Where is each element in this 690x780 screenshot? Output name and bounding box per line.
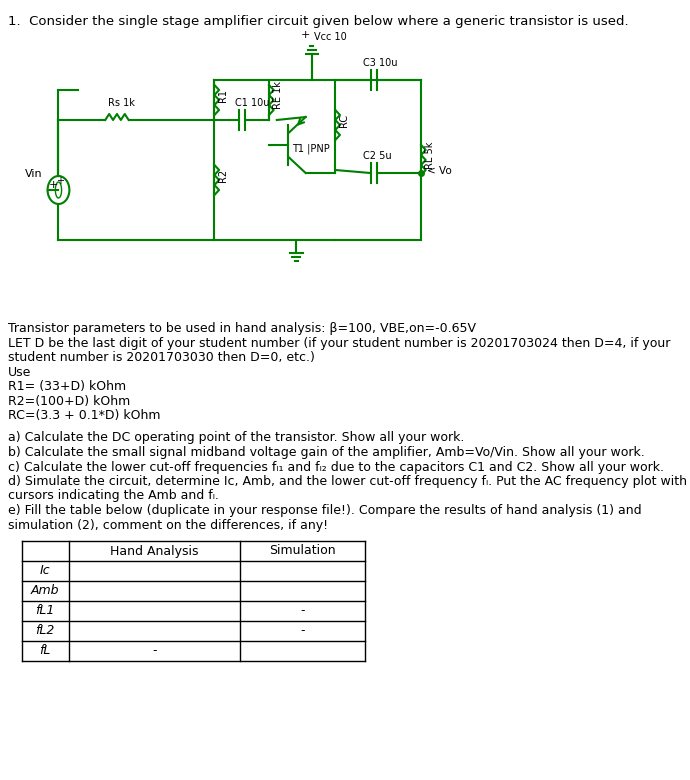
- Text: 1.  Consider the single stage amplifier circuit given below where a generic tran: 1. Consider the single stage amplifier c…: [8, 15, 629, 28]
- Text: R2: R2: [218, 168, 228, 182]
- Text: fL1: fL1: [36, 604, 55, 618]
- Text: Vin: Vin: [26, 169, 43, 179]
- Text: +: +: [301, 30, 310, 40]
- Text: R1= (33+D) kOhm: R1= (33+D) kOhm: [8, 380, 126, 393]
- Text: +: +: [56, 176, 64, 186]
- Text: Vcc 10: Vcc 10: [314, 32, 347, 42]
- Text: R2=(100+D) kOhm: R2=(100+D) kOhm: [8, 395, 130, 407]
- Text: d) Simulate the circuit, determine Ic, Amb, and the lower cut-off frequency fₗ. : d) Simulate the circuit, determine Ic, A…: [8, 475, 687, 488]
- Text: Amb: Amb: [31, 584, 59, 597]
- Text: Rs 1k: Rs 1k: [108, 98, 135, 108]
- Text: LET D be the last digit of your student number (if your student number is 202017: LET D be the last digit of your student …: [8, 336, 670, 349]
- Text: cursors indicating the Amb and fₗ.: cursors indicating the Amb and fₗ.: [8, 490, 219, 502]
- Text: -: -: [152, 644, 157, 658]
- Text: RC: RC: [339, 113, 349, 126]
- Text: e) Fill the table below (duplicate in your response file!). Compare the results : e) Fill the table below (duplicate in yo…: [8, 504, 642, 517]
- Text: a) Calculate the DC operating point of the transistor. Show all your work.: a) Calculate the DC operating point of t…: [8, 431, 464, 445]
- Text: -: -: [300, 604, 305, 618]
- Text: fL2: fL2: [36, 625, 55, 637]
- Text: C2 5u: C2 5u: [362, 151, 391, 161]
- Text: fL: fL: [39, 644, 51, 658]
- Text: RC=(3.3 + 0.1*D) kOhm: RC=(3.3 + 0.1*D) kOhm: [8, 409, 160, 422]
- Text: Use: Use: [8, 366, 31, 378]
- Text: Ic: Ic: [40, 565, 50, 577]
- Text: C3 10u: C3 10u: [362, 58, 397, 68]
- Text: C1 10u: C1 10u: [235, 98, 270, 108]
- Text: student number is 20201703030 then D=0, etc.): student number is 20201703030 then D=0, …: [8, 351, 315, 364]
- Text: T1 |PNP: T1 |PNP: [292, 144, 329, 154]
- Text: b) Calculate the small signal midband voltage gain of the amplifier, Amb=Vo/Vin.: b) Calculate the small signal midband vo…: [8, 446, 644, 459]
- Text: Hand Analysis: Hand Analysis: [110, 544, 199, 558]
- Text: -: -: [300, 625, 305, 637]
- Text: Simulation: Simulation: [269, 544, 336, 558]
- Text: simulation (2), comment on the differences, if any!: simulation (2), comment on the differenc…: [8, 519, 328, 531]
- Text: RL 5k: RL 5k: [425, 141, 435, 168]
- Text: < Vo: < Vo: [427, 166, 452, 176]
- Text: Transistor parameters to be used in hand analysis: β=100, VBE,on=-0.65V: Transistor parameters to be used in hand…: [8, 322, 476, 335]
- Text: +: +: [48, 180, 58, 190]
- Text: R1: R1: [218, 88, 228, 101]
- Text: RE 1k: RE 1k: [273, 81, 283, 109]
- Text: c) Calculate the lower cut-off frequencies fₗ₁ and fₗ₂ due to the capacitors C1 : c) Calculate the lower cut-off frequenci…: [8, 460, 664, 473]
